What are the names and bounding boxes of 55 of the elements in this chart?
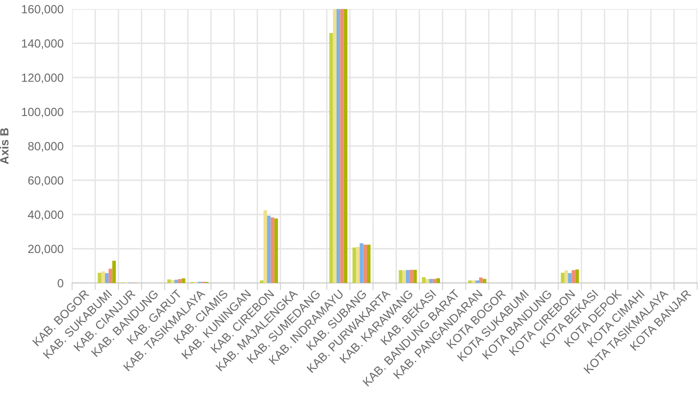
bar — [182, 278, 186, 283]
bar — [329, 32, 333, 283]
bar — [340, 9, 344, 283]
bar — [274, 218, 278, 283]
y-tick-label: 20,000 — [28, 244, 64, 255]
y-axis-title: Axis B — [0, 128, 9, 164]
bar — [426, 278, 430, 283]
bar — [398, 270, 402, 283]
bar — [479, 278, 483, 283]
bar — [422, 277, 426, 283]
y-tick-label: 0 — [58, 279, 64, 288]
y-tick-label: 40,000 — [28, 210, 64, 220]
bar — [366, 244, 371, 283]
bar — [332, 9, 337, 283]
y-tick-label: 80,000 — [28, 142, 64, 152]
bar — [413, 270, 417, 283]
bar — [475, 280, 480, 283]
bar — [167, 279, 171, 283]
bar — [108, 268, 112, 283]
bar — [564, 270, 568, 283]
bar — [178, 279, 182, 283]
y-tick-label: 120,000 — [22, 74, 64, 84]
bar — [344, 9, 348, 283]
bar — [270, 217, 274, 283]
bar — [360, 243, 364, 283]
bar — [575, 269, 579, 283]
bar — [432, 278, 436, 283]
bar — [336, 9, 340, 283]
y-tick-label: 60,000 — [28, 176, 64, 186]
y-tick-label: 160,000 — [22, 5, 64, 15]
bar — [429, 278, 433, 283]
bar — [363, 244, 367, 283]
bar — [356, 246, 360, 283]
bar — [174, 280, 178, 283]
bar — [468, 280, 472, 283]
bar — [105, 273, 109, 283]
bar — [436, 278, 440, 283]
bar — [410, 270, 414, 283]
bar — [402, 270, 406, 283]
bar — [568, 273, 572, 283]
bar — [101, 271, 106, 283]
y-tick-label: 100,000 — [22, 108, 64, 118]
bar — [352, 248, 356, 283]
bar — [112, 260, 116, 283]
bar — [406, 270, 410, 283]
bar — [98, 272, 102, 283]
bar — [260, 280, 264, 283]
bar — [170, 280, 174, 283]
bar — [263, 210, 268, 283]
bar — [572, 270, 576, 283]
bar — [560, 272, 564, 283]
bar — [482, 278, 486, 283]
bar — [472, 280, 476, 283]
y-tick-label: 140,000 — [22, 39, 64, 50]
bar — [267, 216, 271, 283]
